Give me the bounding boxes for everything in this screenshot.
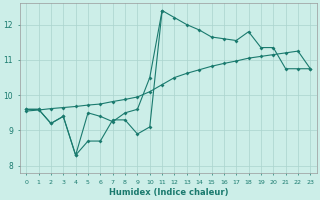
X-axis label: Humidex (Indice chaleur): Humidex (Indice chaleur) [108,188,228,197]
